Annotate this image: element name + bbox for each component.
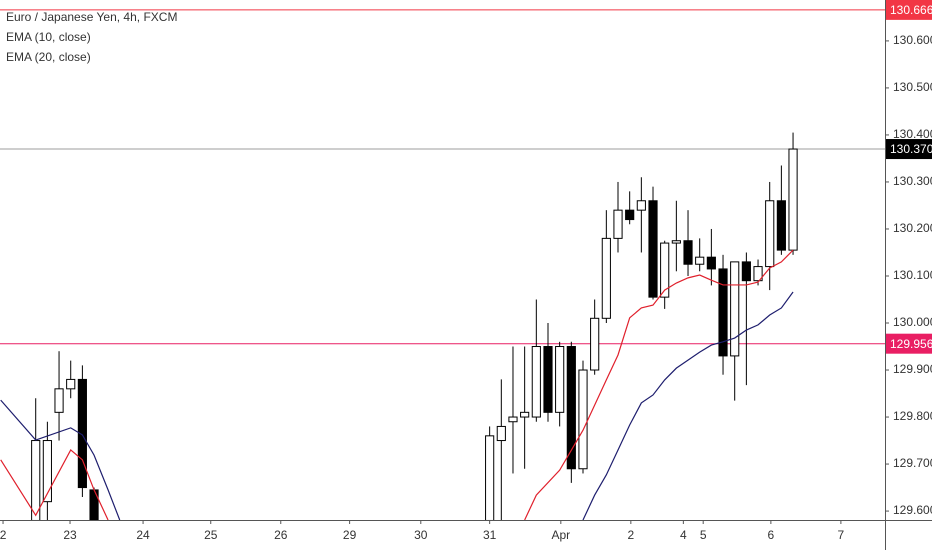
candle-body <box>765 200 775 268</box>
x-tick-label: 26 <box>274 528 288 542</box>
chart-title: Euro / Japanese Yen, 4h, FXCM <box>6 10 177 24</box>
candle-body <box>77 378 87 489</box>
candle-body <box>753 266 763 282</box>
x-tick-label: Apr <box>551 528 570 542</box>
plot-area <box>0 9 885 520</box>
candle-body <box>590 317 600 371</box>
candle-body <box>508 416 518 423</box>
x-tick-label: 4 <box>680 528 687 542</box>
y-tick-label: 130.000 <box>893 315 932 329</box>
y-tick-label: 129.600 <box>893 503 932 517</box>
legend-entry: EMA (20, close) <box>6 50 91 64</box>
candle-body <box>695 256 705 265</box>
x-tick-label: 2 <box>0 528 7 542</box>
x-tick-label: 23 <box>63 528 77 542</box>
candle-body <box>625 209 635 221</box>
legend-entry: EMA (10, close) <box>6 30 91 44</box>
price-label-box <box>886 139 932 160</box>
y-tick-label: 130.400 <box>893 127 932 141</box>
candle-body <box>741 261 751 282</box>
ema-line <box>0 249 794 520</box>
candle-body <box>648 200 658 298</box>
x-tick-label: 2 <box>627 528 634 542</box>
y-tick-label: 129.800 <box>893 409 932 423</box>
candle-body <box>531 346 541 418</box>
price-label: 130.666 <box>890 3 932 17</box>
candle-body <box>636 200 646 211</box>
y-tick-label: 130.200 <box>893 221 932 235</box>
y-tick-label: 129.700 <box>893 456 932 470</box>
candle-body <box>520 411 530 418</box>
candle-body <box>31 440 41 520</box>
x-tick-label: 24 <box>136 528 150 542</box>
candle-body <box>66 378 76 390</box>
candle-body <box>788 148 798 251</box>
x-tick-label: 5 <box>700 528 707 542</box>
candle-body <box>42 440 52 503</box>
candle-body <box>776 200 786 251</box>
y-tick-label: 130.500 <box>893 80 932 94</box>
candle-body <box>671 240 681 244</box>
candle-body <box>54 388 64 413</box>
candle-body <box>89 489 99 520</box>
candle-body <box>601 237 611 319</box>
x-tick-label: 29 <box>343 528 357 542</box>
ema-line <box>0 291 794 520</box>
y-tick-label: 130.600 <box>893 33 932 47</box>
candle-body <box>555 346 565 413</box>
price-label-box <box>886 0 932 20</box>
y-tick-label: 130.300 <box>893 174 932 188</box>
x-tick-label: 30 <box>414 528 428 542</box>
candle-body <box>718 268 728 357</box>
x-tick-label: 31 <box>483 528 497 542</box>
candle-body <box>730 261 740 357</box>
candle-body <box>683 240 693 265</box>
candle-body <box>578 369 588 470</box>
candle-body <box>496 425 506 442</box>
candle-body <box>485 435 495 520</box>
price-label-box <box>886 333 932 354</box>
candle-body <box>566 346 576 470</box>
candle-body <box>543 346 553 413</box>
x-tick-label: 7 <box>838 528 845 542</box>
x-tick-label: 25 <box>204 528 218 542</box>
candle-body <box>660 242 670 298</box>
candle-body <box>706 256 716 270</box>
candle-body <box>613 209 623 239</box>
y-tick-label: 130.100 <box>893 268 932 282</box>
price-label: 129.956 <box>890 337 932 351</box>
y-tick-label: 129.900 <box>893 362 932 376</box>
price-label: 130.370 <box>890 142 932 156</box>
x-tick-label: 6 <box>768 528 775 542</box>
